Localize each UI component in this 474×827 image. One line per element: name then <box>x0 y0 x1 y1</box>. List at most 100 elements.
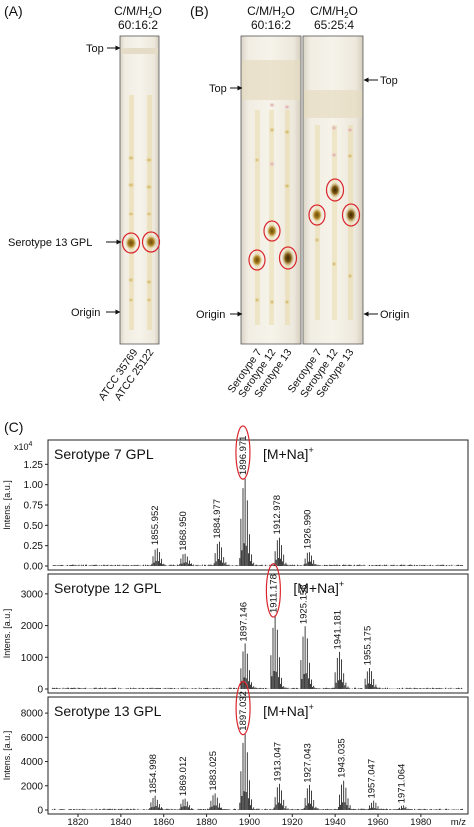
x-tick-label: 1820 <box>67 817 88 827</box>
tlc-spot <box>127 211 135 217</box>
spectrum-frame <box>47 439 469 571</box>
label-serotype13-gpl: Serotype 13 GPL <box>8 237 92 249</box>
x-tick-label: 1940 <box>325 817 346 827</box>
y-tick-label: 0.50 <box>24 521 44 532</box>
panel-b-plate2-solvent: C/M/H2O <box>310 4 358 20</box>
label-origin-b-left: Origin <box>196 309 225 321</box>
label-origin-b-right: Origin <box>380 309 409 321</box>
panel-a-solvent-name: C/M/H <box>114 4 148 18</box>
tlc-spot-gpl <box>145 235 157 249</box>
panel-a: (A) C/M/H2O 60:16:2 Top Serotype 13 GPL … <box>4 3 162 403</box>
tlc-spot <box>127 182 135 188</box>
spectrum-title: Serotype 12 GPL <box>54 580 162 596</box>
x-tick-label: 1960 <box>367 817 388 827</box>
tlc-spot <box>254 157 260 163</box>
spectrum-trace <box>51 615 463 689</box>
peak-label: 1957.047 <box>367 759 378 799</box>
highlight-circle <box>121 232 141 254</box>
highlight-circle <box>248 249 266 271</box>
highlight-circle <box>263 220 281 242</box>
tlc-spot <box>268 102 276 108</box>
peak-label: 1868.950 <box>178 511 189 551</box>
peak-label: 1911.178 <box>268 574 279 613</box>
mz-axis: 1820 1840 1860 1880 1900 1920 1940 1960 1980 m/z <box>67 814 466 827</box>
y-exponent-label: x104 <box>14 441 33 452</box>
tlc-spot <box>146 297 152 303</box>
panel-b-plate1-solvent: C/M/H2O <box>247 4 295 20</box>
y-tick-label: 1.00 <box>24 480 44 491</box>
x-tick-label: 1880 <box>196 817 217 827</box>
tlc-plate-a-front <box>121 48 158 54</box>
peak-label: 1912.978 <box>272 495 283 535</box>
tlc-spot <box>330 152 338 158</box>
tlc-spot <box>128 297 134 303</box>
y-tick-label: 8000 <box>21 709 44 720</box>
panel-b: (B) C/M/H2O 60:16:2 C/M/H2O 65:25:4 <box>190 3 409 400</box>
tlc-spot <box>254 297 260 303</box>
highlight-circle <box>235 680 251 736</box>
tlc-spot <box>145 157 153 163</box>
highlight-circle <box>265 563 281 618</box>
spectrum-panel: 0.00 0.25 0.50 0.75 1.00 1.25 Intens. [a.u.] x1… <box>2 425 469 573</box>
tlc-plate-b2-streak <box>315 125 320 320</box>
tlc-plate-b1-streak <box>255 110 260 325</box>
y-tick-label: 0 <box>37 806 43 817</box>
tlc-spot <box>283 183 291 189</box>
label-top-b-left: Top <box>209 83 227 95</box>
tlc-spot <box>268 127 276 133</box>
x-tick-label: 1840 <box>110 817 131 827</box>
peak-label: 1883.025 <box>208 751 219 791</box>
panel-b-letter: (B) <box>190 3 209 19</box>
peak-label: 1897.032 <box>238 691 249 731</box>
peak-label: 1941.181 <box>333 610 344 650</box>
tlc-spot <box>269 299 275 305</box>
panel-b-plate2-solvent-tail: O <box>349 4 358 18</box>
panel-a-solvent-sub: 2 <box>148 11 153 20</box>
highlight-circle <box>308 204 326 226</box>
tlc-spot <box>314 237 320 243</box>
tlc-spot <box>346 153 354 159</box>
highlight-circle <box>325 178 345 202</box>
x-tick-label: 1920 <box>282 817 303 827</box>
tlc-spot <box>268 161 276 167</box>
tlc-spot <box>145 184 153 190</box>
tlc-plate-a <box>119 35 160 345</box>
ion-label: [M+Na]+ <box>263 702 314 719</box>
tlc-spot-gpl <box>329 182 341 198</box>
y-axis-label: Intens. [a.u.] <box>2 480 12 530</box>
peak-label: 1896.971 <box>238 436 249 476</box>
tlc-spot-gpl <box>251 253 263 267</box>
tlc-spot-gpl <box>125 236 137 250</box>
tlc-spot <box>284 299 290 305</box>
spectrum-frame <box>47 696 469 815</box>
peak-label: 1971.064 <box>397 764 408 804</box>
y-tick-label: 2000 <box>21 781 44 792</box>
panel-b-plate2-solvent-name: C/M/H <box>310 4 344 18</box>
y-tick-label: 0 <box>37 685 43 696</box>
tlc-spot <box>330 125 338 131</box>
x-axis-unit: m/z <box>451 817 467 827</box>
peak-label: 1869.012 <box>178 756 189 796</box>
tlc-plate-b1-front <box>242 60 300 100</box>
tlc-spot <box>331 261 337 267</box>
tlc-spot <box>145 279 153 285</box>
label-origin-a: Origin <box>71 307 100 319</box>
y-tick-label: 2000 <box>21 621 44 632</box>
spectrum-trace <box>51 733 463 810</box>
y-tick-label: 0.00 <box>24 562 44 573</box>
y-tick-label: 3000 <box>21 589 44 600</box>
y-tick-label: 1.25 <box>24 460 44 471</box>
y-tick-label: 4000 <box>21 757 44 768</box>
tlc-spot <box>346 127 354 133</box>
panel-c-letter: (C) <box>4 419 23 435</box>
tlc-spot <box>283 129 291 135</box>
tlc-plate-b1-streak <box>285 110 290 325</box>
highlight-circle <box>235 425 251 480</box>
spectrum-panel: 0 2000 4000 6000 8000 Intens. [a.u.] Serotype … <box>2 680 469 817</box>
label-top-a: Top <box>86 43 104 55</box>
spectrum-frame <box>47 573 469 694</box>
tlc-plate-b1-streak <box>269 110 274 325</box>
y-axis-label: Intens. [a.u.] <box>2 731 12 781</box>
panel-c: (C) 0.00 0.25 0.50 0.75 1.00 1.25 Intens. [a.u… <box>2 419 469 827</box>
